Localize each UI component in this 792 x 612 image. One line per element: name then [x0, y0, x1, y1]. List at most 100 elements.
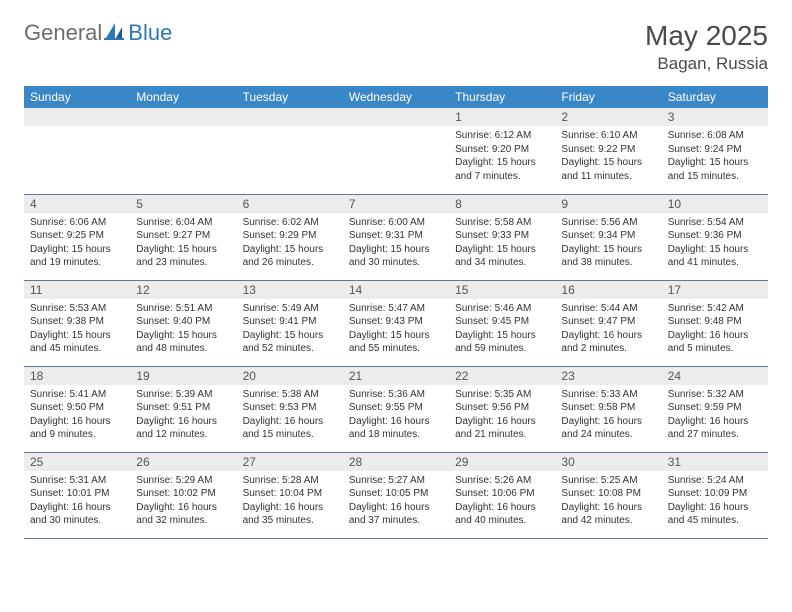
- day-details: Sunrise: 6:06 AMSunset: 9:25 PMDaylight:…: [24, 213, 130, 274]
- daylight-text: Daylight: 16 hours and 2 minutes.: [561, 329, 655, 356]
- calendar-day-cell: 12Sunrise: 5:51 AMSunset: 9:40 PMDayligh…: [130, 280, 236, 366]
- calendar-day-cell: 7Sunrise: 6:00 AMSunset: 9:31 PMDaylight…: [343, 194, 449, 280]
- sunset-text: Sunset: 9:51 PM: [136, 401, 230, 415]
- day-number: 30: [555, 453, 661, 471]
- day-number: 7: [343, 195, 449, 213]
- calendar-day-cell: 28Sunrise: 5:27 AMSunset: 10:05 PMDaylig…: [343, 452, 449, 538]
- daylight-text: Daylight: 16 hours and 37 minutes.: [349, 501, 443, 528]
- calendar-table: Sunday Monday Tuesday Wednesday Thursday…: [24, 86, 768, 539]
- daylight-text: Daylight: 15 hours and 23 minutes.: [136, 243, 230, 270]
- calendar-day-cell: 19Sunrise: 5:39 AMSunset: 9:51 PMDayligh…: [130, 366, 236, 452]
- calendar-day-cell: 3Sunrise: 6:08 AMSunset: 9:24 PMDaylight…: [662, 108, 768, 194]
- day-number: 15: [449, 281, 555, 299]
- day-number: 31: [662, 453, 768, 471]
- day-details: Sunrise: 5:38 AMSunset: 9:53 PMDaylight:…: [237, 385, 343, 446]
- sunrise-text: Sunrise: 5:42 AM: [668, 302, 762, 316]
- day-details: Sunrise: 5:25 AMSunset: 10:08 PMDaylight…: [555, 471, 661, 532]
- day-number: [237, 108, 343, 126]
- day-number: 6: [237, 195, 343, 213]
- sunset-text: Sunset: 9:43 PM: [349, 315, 443, 329]
- day-number: 23: [555, 367, 661, 385]
- calendar-day-cell: 26Sunrise: 5:29 AMSunset: 10:02 PMDaylig…: [130, 452, 236, 538]
- weekday-header: Saturday: [662, 86, 768, 108]
- day-details: Sunrise: 5:26 AMSunset: 10:06 PMDaylight…: [449, 471, 555, 532]
- daylight-text: Daylight: 15 hours and 26 minutes.: [243, 243, 337, 270]
- sunset-text: Sunset: 9:55 PM: [349, 401, 443, 415]
- sunrise-text: Sunrise: 5:54 AM: [668, 216, 762, 230]
- sunrise-text: Sunrise: 5:38 AM: [243, 388, 337, 402]
- day-number: 11: [24, 281, 130, 299]
- daylight-text: Daylight: 15 hours and 38 minutes.: [561, 243, 655, 270]
- sunrise-text: Sunrise: 5:25 AM: [561, 474, 655, 488]
- calendar-day-cell: 6Sunrise: 6:02 AMSunset: 9:29 PMDaylight…: [237, 194, 343, 280]
- calendar-day-cell: 27Sunrise: 5:28 AMSunset: 10:04 PMDaylig…: [237, 452, 343, 538]
- day-details: Sunrise: 5:47 AMSunset: 9:43 PMDaylight:…: [343, 299, 449, 360]
- day-details: Sunrise: 5:29 AMSunset: 10:02 PMDaylight…: [130, 471, 236, 532]
- day-number: 25: [24, 453, 130, 471]
- month-title: May 2025: [645, 20, 768, 52]
- day-details: Sunrise: 5:53 AMSunset: 9:38 PMDaylight:…: [24, 299, 130, 360]
- sunrise-text: Sunrise: 6:06 AM: [30, 216, 124, 230]
- calendar-day-cell: [343, 108, 449, 194]
- sunset-text: Sunset: 9:38 PM: [30, 315, 124, 329]
- sunrise-text: Sunrise: 5:56 AM: [561, 216, 655, 230]
- calendar-day-cell: 20Sunrise: 5:38 AMSunset: 9:53 PMDayligh…: [237, 366, 343, 452]
- weekday-header: Sunday: [24, 86, 130, 108]
- sunrise-text: Sunrise: 5:24 AM: [668, 474, 762, 488]
- sunset-text: Sunset: 10:05 PM: [349, 487, 443, 501]
- sunset-text: Sunset: 9:53 PM: [243, 401, 337, 415]
- sunrise-text: Sunrise: 5:33 AM: [561, 388, 655, 402]
- sunrise-text: Sunrise: 5:35 AM: [455, 388, 549, 402]
- sunrise-text: Sunrise: 5:41 AM: [30, 388, 124, 402]
- calendar-day-cell: [130, 108, 236, 194]
- sunset-text: Sunset: 9:22 PM: [561, 143, 655, 157]
- day-number: 13: [237, 281, 343, 299]
- sunset-text: Sunset: 9:58 PM: [561, 401, 655, 415]
- day-details: Sunrise: 5:35 AMSunset: 9:56 PMDaylight:…: [449, 385, 555, 446]
- calendar-week-row: 25Sunrise: 5:31 AMSunset: 10:01 PMDaylig…: [24, 452, 768, 538]
- calendar-day-cell: 18Sunrise: 5:41 AMSunset: 9:50 PMDayligh…: [24, 366, 130, 452]
- day-number: 27: [237, 453, 343, 471]
- title-block: May 2025 Bagan, Russia: [645, 20, 768, 74]
- weekday-header: Thursday: [449, 86, 555, 108]
- day-details: Sunrise: 5:36 AMSunset: 9:55 PMDaylight:…: [343, 385, 449, 446]
- day-details: Sunrise: 6:12 AMSunset: 9:20 PMDaylight:…: [449, 126, 555, 187]
- daylight-text: Daylight: 15 hours and 45 minutes.: [30, 329, 124, 356]
- daylight-text: Daylight: 16 hours and 5 minutes.: [668, 329, 762, 356]
- calendar-week-row: 1Sunrise: 6:12 AMSunset: 9:20 PMDaylight…: [24, 108, 768, 194]
- day-number: 9: [555, 195, 661, 213]
- sunrise-text: Sunrise: 5:47 AM: [349, 302, 443, 316]
- calendar-day-cell: 11Sunrise: 5:53 AMSunset: 9:38 PMDayligh…: [24, 280, 130, 366]
- day-details: Sunrise: 5:42 AMSunset: 9:48 PMDaylight:…: [662, 299, 768, 360]
- location-label: Bagan, Russia: [645, 54, 768, 74]
- sunset-text: Sunset: 9:45 PM: [455, 315, 549, 329]
- day-number: 19: [130, 367, 236, 385]
- sunrise-text: Sunrise: 5:46 AM: [455, 302, 549, 316]
- sunrise-text: Sunrise: 5:29 AM: [136, 474, 230, 488]
- day-details: Sunrise: 5:39 AMSunset: 9:51 PMDaylight:…: [130, 385, 236, 446]
- day-details: Sunrise: 5:28 AMSunset: 10:04 PMDaylight…: [237, 471, 343, 532]
- day-number: 12: [130, 281, 236, 299]
- weekday-header-row: Sunday Monday Tuesday Wednesday Thursday…: [24, 86, 768, 108]
- day-details: Sunrise: 5:41 AMSunset: 9:50 PMDaylight:…: [24, 385, 130, 446]
- calendar-day-cell: 14Sunrise: 5:47 AMSunset: 9:43 PMDayligh…: [343, 280, 449, 366]
- day-number: 14: [343, 281, 449, 299]
- sunset-text: Sunset: 9:20 PM: [455, 143, 549, 157]
- daylight-text: Daylight: 16 hours and 42 minutes.: [561, 501, 655, 528]
- day-details: Sunrise: 5:46 AMSunset: 9:45 PMDaylight:…: [449, 299, 555, 360]
- daylight-text: Daylight: 15 hours and 55 minutes.: [349, 329, 443, 356]
- weekday-header: Wednesday: [343, 86, 449, 108]
- day-number: 17: [662, 281, 768, 299]
- sunrise-text: Sunrise: 5:39 AM: [136, 388, 230, 402]
- sunset-text: Sunset: 10:02 PM: [136, 487, 230, 501]
- sunset-text: Sunset: 9:47 PM: [561, 315, 655, 329]
- sunrise-text: Sunrise: 5:28 AM: [243, 474, 337, 488]
- calendar-day-cell: 15Sunrise: 5:46 AMSunset: 9:45 PMDayligh…: [449, 280, 555, 366]
- day-details: Sunrise: 5:54 AMSunset: 9:36 PMDaylight:…: [662, 213, 768, 274]
- day-number: 18: [24, 367, 130, 385]
- calendar-week-row: 4Sunrise: 6:06 AMSunset: 9:25 PMDaylight…: [24, 194, 768, 280]
- calendar-day-cell: 9Sunrise: 5:56 AMSunset: 9:34 PMDaylight…: [555, 194, 661, 280]
- daylight-text: Daylight: 16 hours and 12 minutes.: [136, 415, 230, 442]
- day-details: Sunrise: 5:24 AMSunset: 10:09 PMDaylight…: [662, 471, 768, 532]
- daylight-text: Daylight: 16 hours and 45 minutes.: [668, 501, 762, 528]
